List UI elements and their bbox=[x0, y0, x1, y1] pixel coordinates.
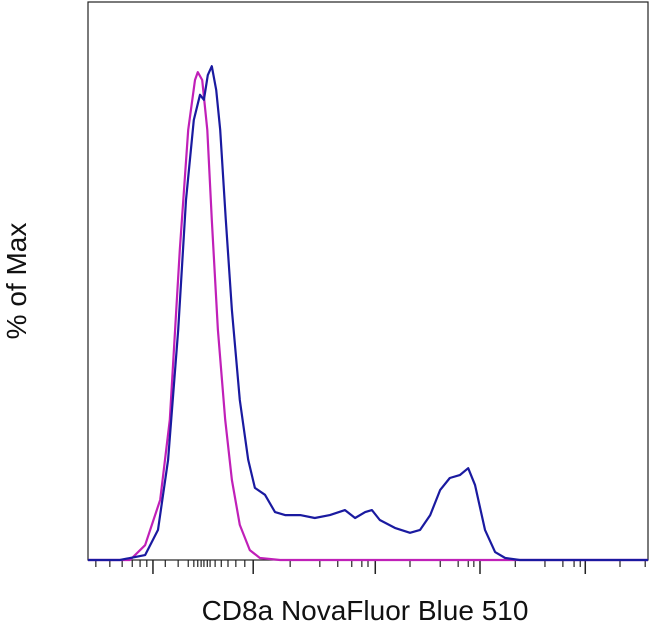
x-axis-label: CD8a NovaFluor Blue 510 bbox=[202, 595, 529, 626]
y-axis-label: % of Max bbox=[1, 223, 32, 340]
plot-frame bbox=[87, 1, 649, 561]
histogram-line bbox=[88, 65, 648, 562]
histogram-line bbox=[88, 71, 648, 562]
